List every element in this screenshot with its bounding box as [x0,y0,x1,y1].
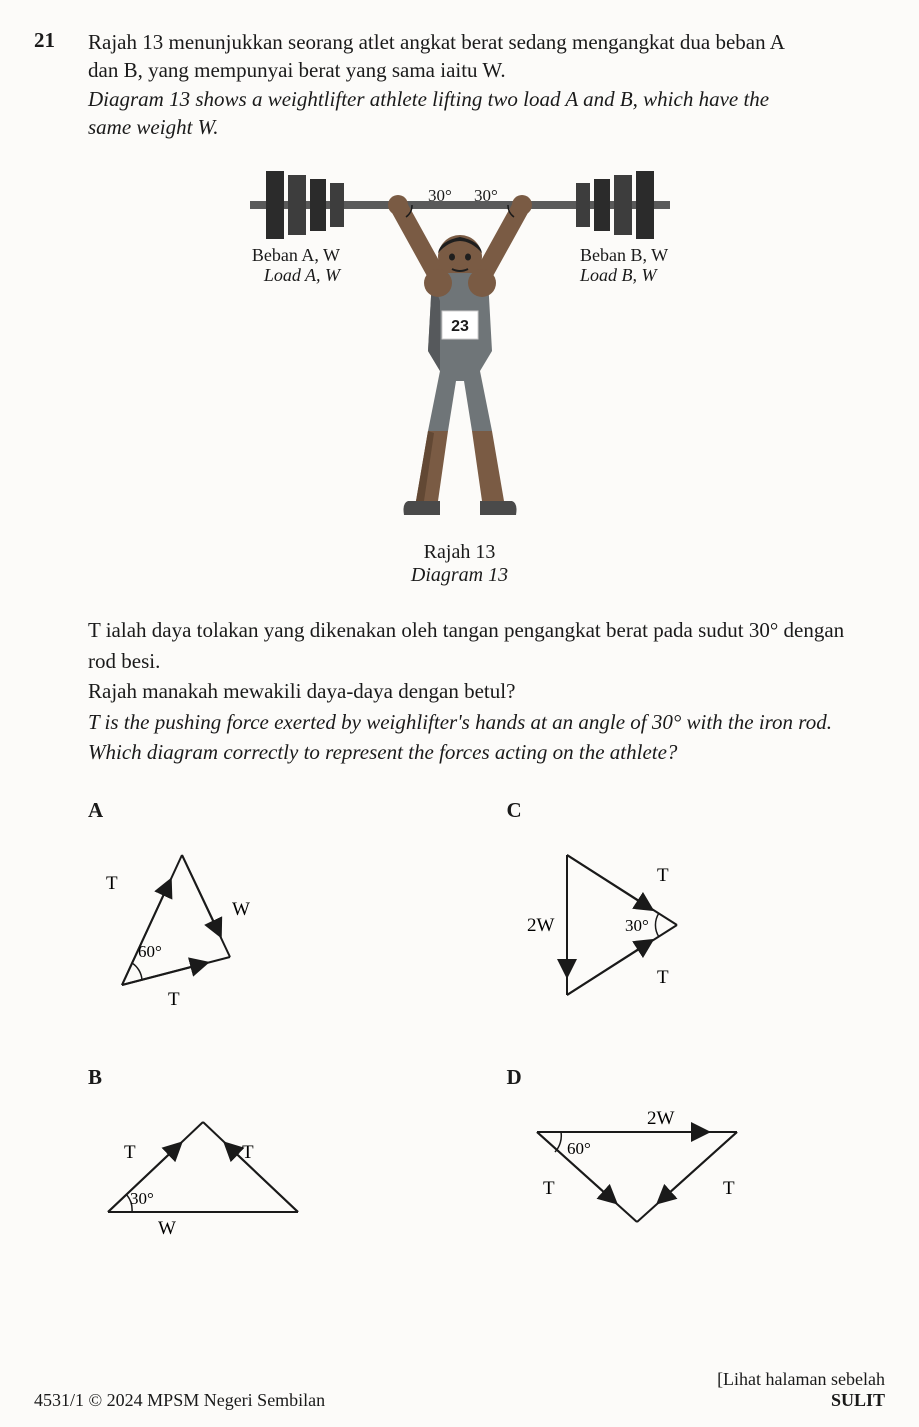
opt-b-angle: 30° [130,1189,154,1208]
load-a-en: Load A, W [262,265,341,285]
weightlifter-diagram: 23 30° 30° Beban A, W Load A, W Beban B,… [180,171,740,587]
opt-a-angle: 60° [138,942,162,961]
opt-b-T2: T [242,1142,254,1163]
body-ms-1: T ialah daya tolakan yang dikenakan oleh… [88,618,844,642]
q-en-2: same weight W. [88,115,218,139]
body-ms-2: rod besi. [88,649,160,673]
load-b-ms: Beban B, W [580,245,668,265]
question-number: 21 [34,28,88,53]
opt-d-angle: 60° [567,1139,591,1158]
opt-d-T2: T [723,1178,735,1199]
opt-c-T2: T [657,967,669,988]
diagram-caption-ms: Rajah 13 [424,541,496,563]
opt-a-T2: T [168,989,180,1010]
diagram-caption-en: Diagram 13 [411,564,508,586]
opt-d-2W: 2W [647,1108,675,1129]
q-en-1: Diagram 13 shows a weightlifter athlete … [88,87,769,111]
option-b-label: B [88,1065,467,1090]
load-b-en: Load B, W [579,265,659,285]
load-a-ms: Beban A, W [251,245,339,265]
opt-d-T1: T [543,1178,555,1199]
opt-b-T1: T [124,1142,136,1163]
footer-left: 4531/1 © 2024 MPSM Negeri Sembilan [34,1390,325,1411]
body-en-2: Which diagram correctly to represent the… [88,740,677,764]
option-c-label: C [507,798,886,823]
opt-a-T1: T [106,873,118,894]
footer-right-2: SULIT [717,1390,885,1411]
q-ms-1: Rajah 13 menunjukkan seorang atlet angka… [88,30,785,54]
footer-right-1: [Lihat halaman sebelah [717,1369,885,1390]
body-text: T ialah daya tolakan yang dikenakan oleh… [34,615,885,767]
q-ms-2: dan B, yang mempunyai berat yang sama ia… [88,58,506,82]
angle-left: 30° [428,186,452,205]
question-text: Rajah 13 menunjukkan seorang atlet angka… [88,28,885,141]
option-a-label: A [88,798,467,823]
opt-a-W: W [232,899,250,920]
opt-b-W: W [158,1218,176,1239]
option-a: A T T W 6 [88,798,467,1015]
opt-c-2W: 2W [527,915,555,936]
opt-c-angle: 30° [625,916,649,935]
opt-c-T1: T [657,865,669,886]
option-d-label: D [507,1065,886,1090]
body-ms-3: Rajah manakah mewakili daya-daya dengan … [88,679,515,703]
option-c: C T T 2W [507,798,886,1015]
bib-number: 23 [451,318,469,335]
angle-right: 30° [474,186,498,205]
option-b: B T T W 30° [88,1065,467,1242]
option-d: D 2W T T [507,1065,886,1242]
page-footer: 4531/1 © 2024 MPSM Negeri Sembilan [Liha… [0,1369,919,1411]
body-en-1: T is the pushing force exerted by weighl… [88,710,832,734]
